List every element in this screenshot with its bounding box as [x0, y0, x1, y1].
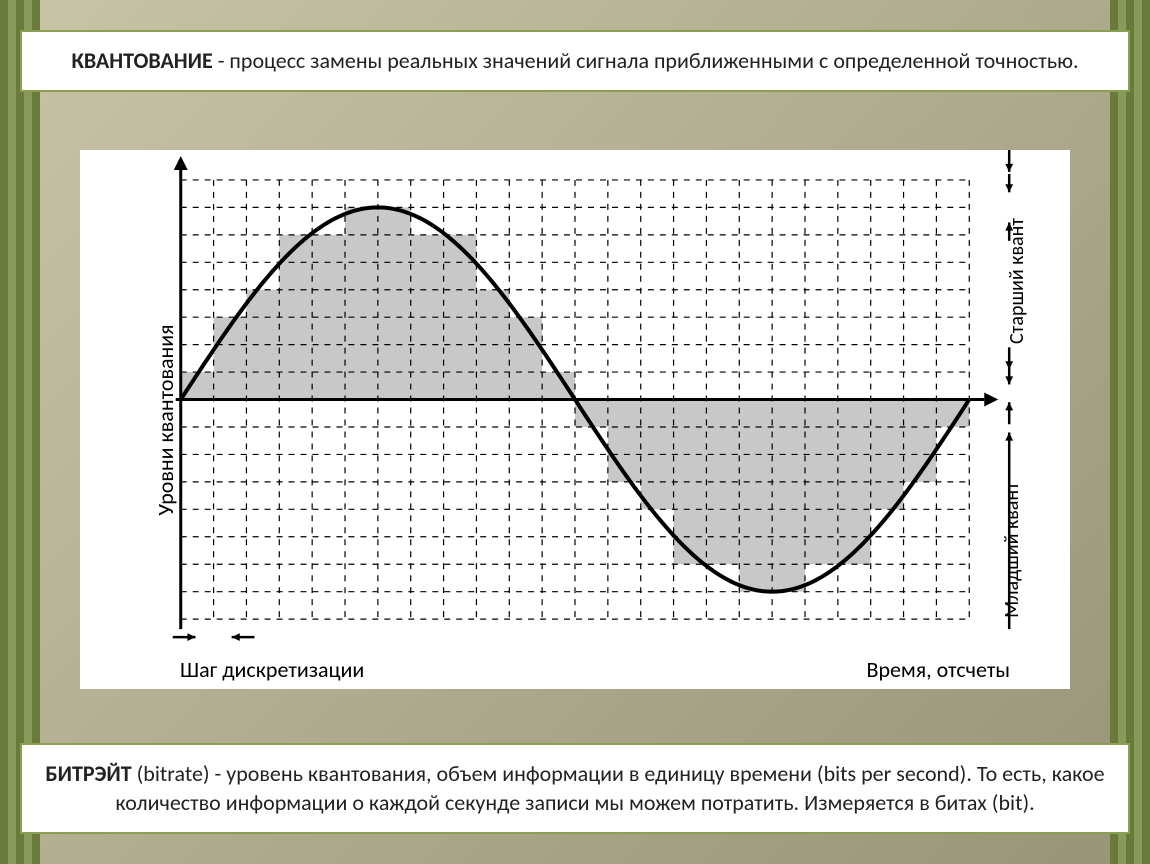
- decor-stripe-left: [0, 0, 40, 864]
- definition-quantization: КВАНТОВАНИЕ - процесс замены реальных зн…: [20, 30, 1130, 92]
- definition-bitrate: БИТРЭЙТ (bitrate) - уровень квантования,…: [20, 743, 1130, 834]
- x-axis-labels: Шаг дискретизации Время, отсчеты: [180, 656, 1010, 683]
- term-bitrate-paren: (bitrate): [132, 760, 210, 787]
- x-axis-label-time: Время, отсчеты: [866, 656, 1010, 683]
- definition-bitrate-text: - уровень квантования, объем информации …: [115, 760, 1104, 817]
- term-bitrate: БИТРЭЙТ: [45, 760, 131, 787]
- quantization-diagram: [80, 150, 1070, 689]
- y-axis-label-right-bottom: Младший квант: [1000, 482, 1024, 618]
- diagram-container: Уровни квантования Старший квант Младший…: [80, 150, 1070, 689]
- definition-quantization-text: - процесс замены реальных значений сигна…: [213, 47, 1079, 74]
- x-axis-label-step: Шаг дискретизации: [180, 656, 364, 683]
- y-axis-label-right-top: Старший квант: [1005, 218, 1029, 344]
- decor-stripe-right: [1110, 0, 1150, 864]
- y-axis-label-left: Уровни квантования: [152, 324, 179, 515]
- term-quantization: КВАНТОВАНИЕ: [71, 47, 212, 74]
